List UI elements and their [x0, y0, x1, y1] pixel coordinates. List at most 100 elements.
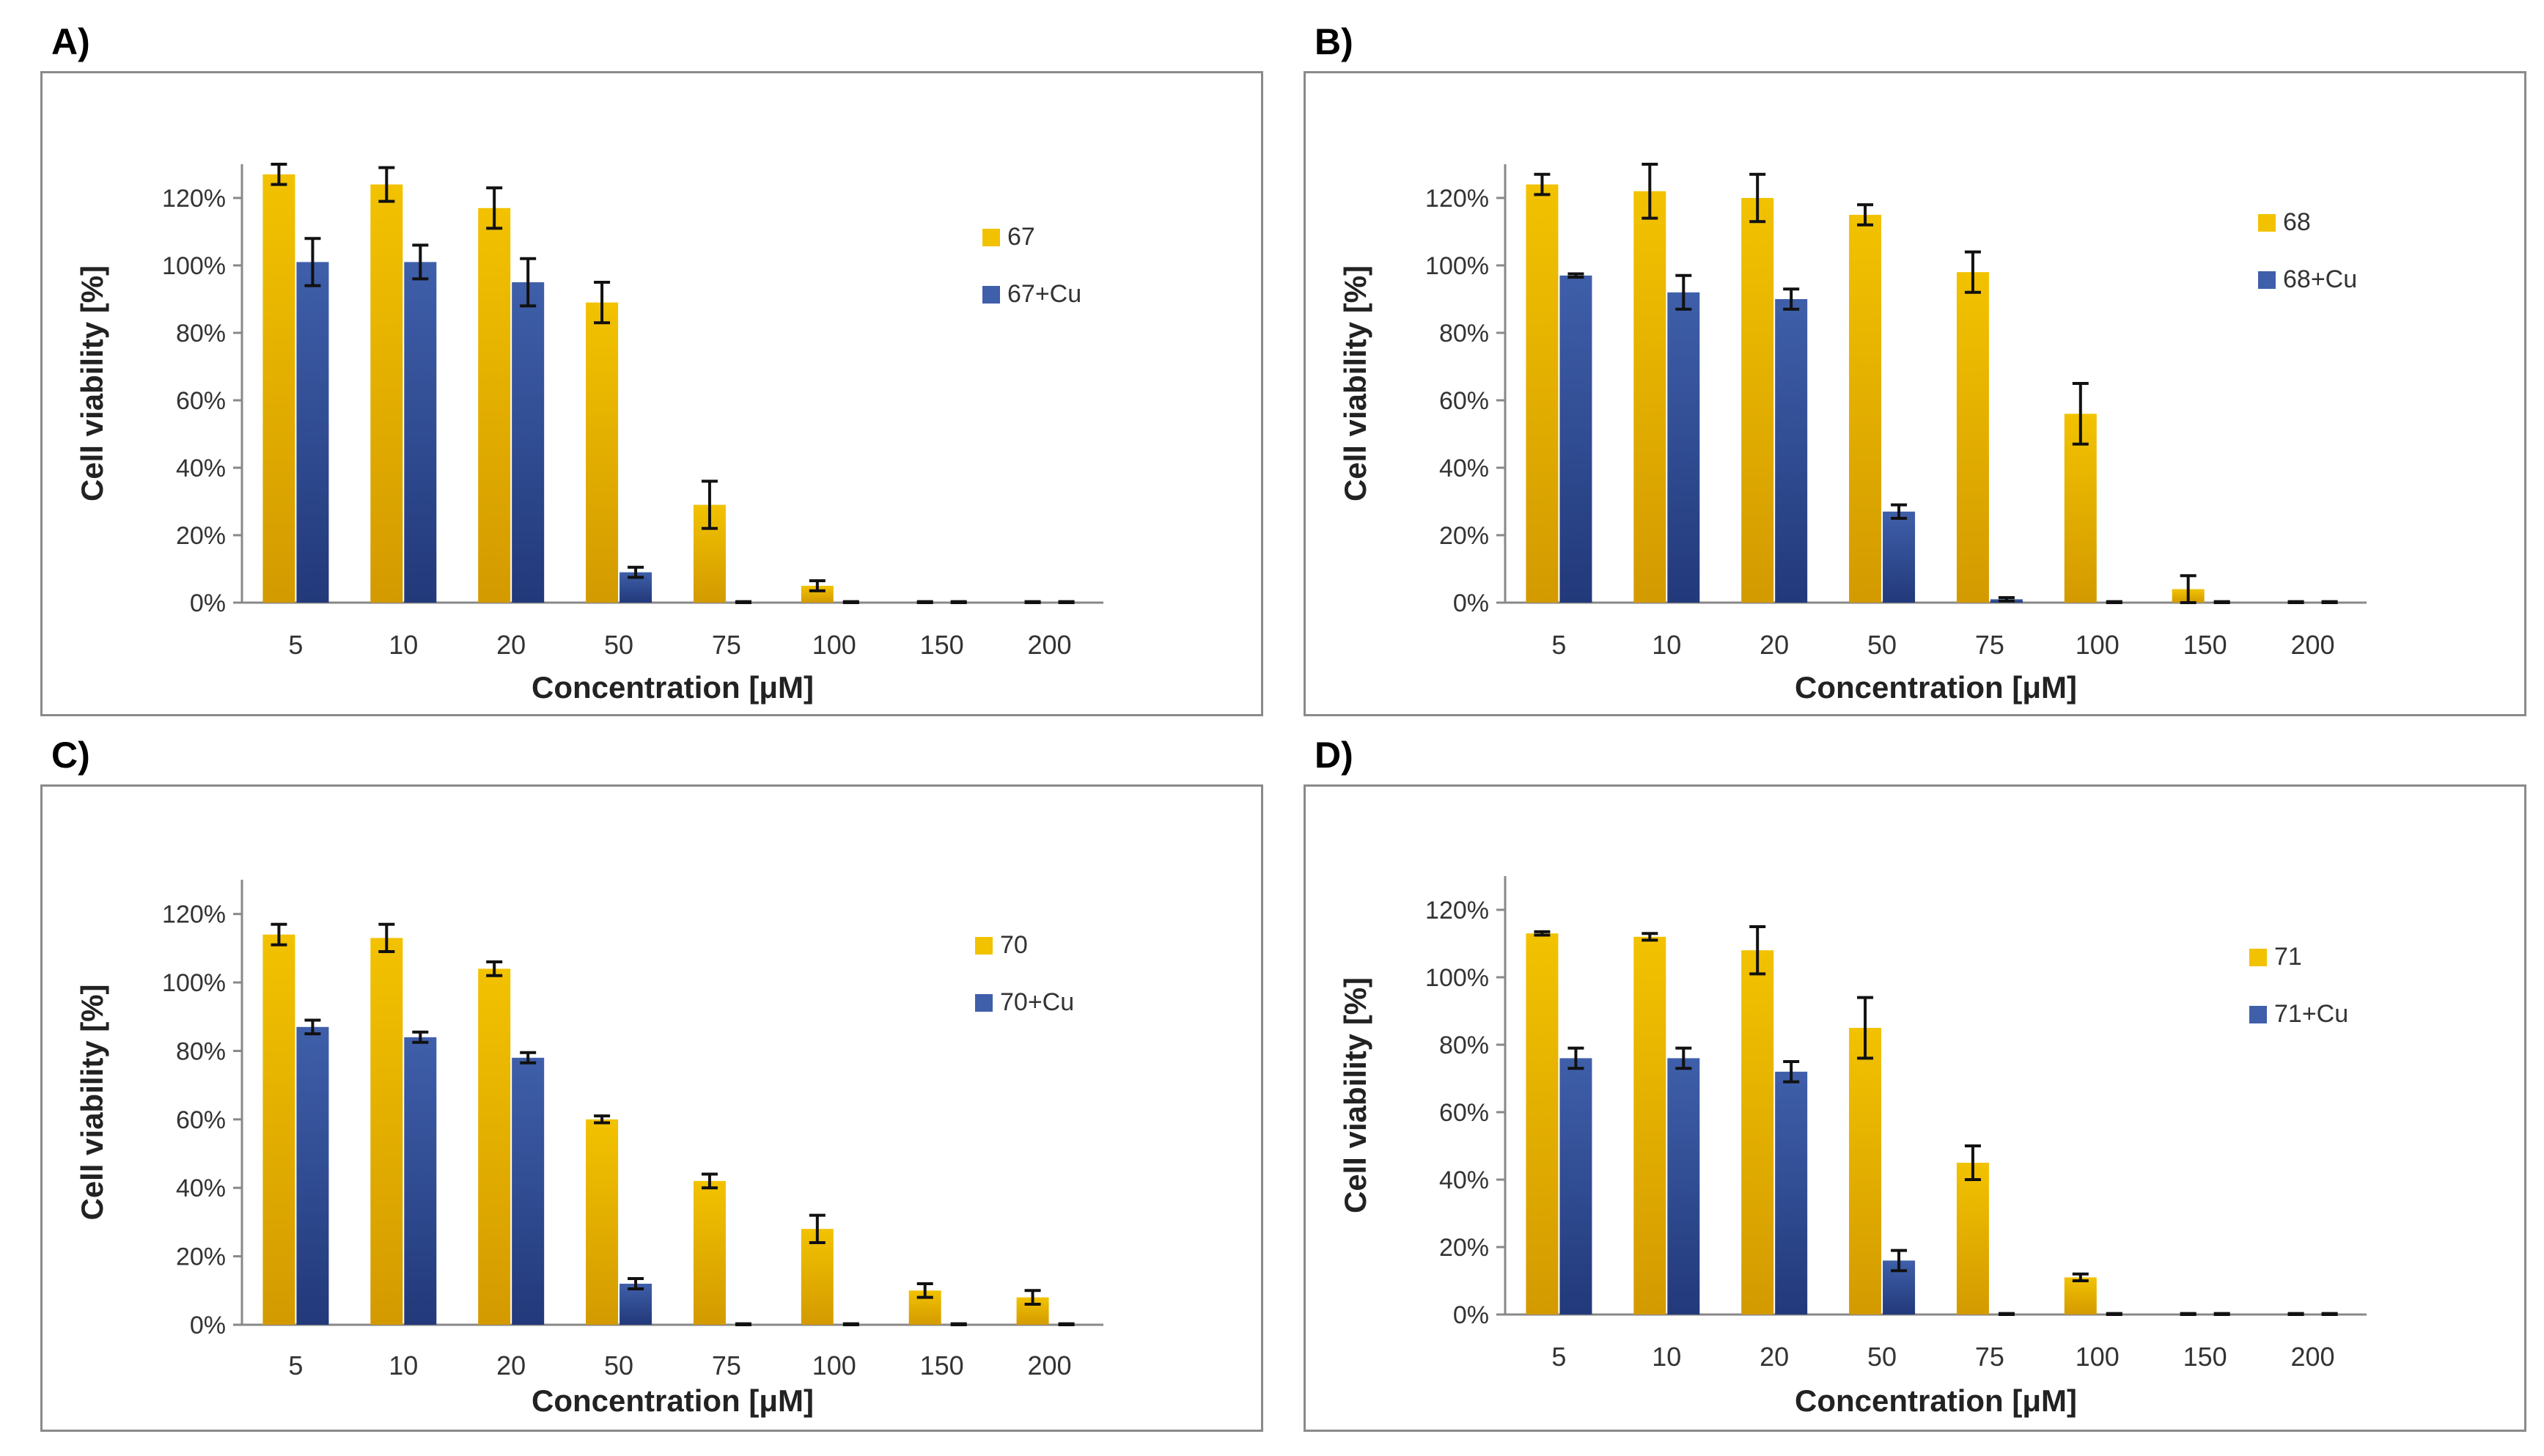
- bar-a-67-cu-10: [404, 262, 437, 603]
- bar-d-71-20: [1741, 950, 1774, 1315]
- bar-b-68-20: [1741, 198, 1774, 603]
- x-tick-label-b: 5: [1551, 630, 1566, 660]
- y-tick-label-a: 80%: [176, 320, 226, 348]
- y-tick-label-d: 120%: [1425, 897, 1489, 924]
- x-tick-label-c: 100: [812, 1350, 856, 1380]
- x-tick-label-d: 100: [2076, 1342, 2120, 1372]
- x-tick-label-c: 5: [288, 1350, 303, 1380]
- bar-d-71-5: [1526, 933, 1559, 1315]
- bar-c-70-cu-50: [620, 1283, 652, 1325]
- bar-a-67-5: [262, 174, 295, 603]
- legend-label-d-1: 71: [2274, 943, 2302, 971]
- x-tick-label-a: 10: [389, 630, 418, 660]
- bar-b-68-50: [1849, 215, 1882, 603]
- x-tick-label-a: 200: [1028, 630, 1072, 660]
- legend-label-c-1: 70: [1000, 931, 1028, 959]
- x-tick-label-a: 100: [812, 630, 856, 660]
- y-tick-label-b: 0%: [1453, 589, 1489, 617]
- y-axis-label-c: Cell viability [%]: [75, 984, 109, 1220]
- bar-c-70-cu-10: [404, 1037, 437, 1325]
- x-tick-label-c: 150: [920, 1350, 964, 1380]
- y-tick-label-a: 60%: [176, 387, 226, 415]
- y-tick-label-d: 20%: [1439, 1234, 1489, 1262]
- x-axis-label-b: Concentration [μM]: [1795, 670, 2077, 705]
- x-tick-label-d: 200: [2291, 1342, 2335, 1372]
- panel-frame-a: [40, 71, 1263, 716]
- x-tick-label-d: 75: [1975, 1342, 2004, 1372]
- x-axis-label-d: Concentration [μM]: [1795, 1383, 2077, 1418]
- legend-label-a-1: 67: [1007, 223, 1035, 251]
- x-tick-label-b: 50: [1867, 630, 1897, 660]
- bar-b-68-75: [1956, 272, 1989, 603]
- y-axis-label-a: Cell viability [%]: [75, 265, 109, 501]
- legend-label-d-2: 71+Cu: [2274, 1000, 2348, 1028]
- y-axis-label-b: Cell viability [%]: [1338, 265, 1372, 501]
- x-tick-label-a: 75: [712, 630, 741, 660]
- legend-swatch-d-2: [2249, 1006, 2267, 1023]
- x-tick-label-a: 20: [496, 630, 526, 660]
- x-tick-label-c: 75: [712, 1350, 741, 1380]
- y-tick-label-b: 100%: [1425, 252, 1489, 280]
- y-tick-label-c: 0%: [190, 1312, 226, 1339]
- bar-a-67-cu-20: [512, 282, 545, 603]
- bar-a-67-50: [586, 302, 619, 603]
- y-tick-label-b: 40%: [1439, 455, 1489, 482]
- y-tick-label-c: 120%: [162, 901, 226, 929]
- y-tick-label-b: 80%: [1439, 320, 1489, 348]
- panel-label-d: D): [1315, 735, 1353, 776]
- legend-swatch-c-2: [975, 994, 993, 1012]
- panel-label-c: C): [51, 735, 90, 776]
- bar-a-67-cu-5: [296, 262, 329, 603]
- bar-d-71-cu-20: [1775, 1071, 1808, 1315]
- y-tick-label-d: 100%: [1425, 964, 1489, 992]
- y-tick-label-c: 40%: [176, 1174, 226, 1202]
- y-tick-label-a: 100%: [162, 252, 226, 280]
- x-tick-label-b: 100: [2076, 630, 2120, 660]
- legend-label-b-1: 68: [2283, 208, 2311, 236]
- bar-b-68-cu-20: [1775, 299, 1808, 603]
- bar-c-70-75: [693, 1180, 726, 1325]
- panel-frame-d: [1304, 784, 2526, 1432]
- y-tick-label-d: 80%: [1439, 1032, 1489, 1059]
- panel-label-a: A): [51, 21, 90, 62]
- y-tick-label-c: 20%: [176, 1243, 226, 1271]
- legend-swatch-d-1: [2249, 949, 2267, 966]
- x-tick-label-b: 20: [1760, 630, 1789, 660]
- bar-c-70-10: [370, 938, 403, 1325]
- x-tick-label-a: 5: [288, 630, 303, 660]
- y-tick-label-a: 0%: [190, 589, 226, 617]
- y-tick-label-a: 20%: [176, 522, 226, 550]
- legend-swatch-a-1: [982, 229, 1000, 246]
- y-tick-label-a: 120%: [162, 185, 226, 213]
- bar-d-71-cu-5: [1559, 1058, 1592, 1315]
- y-tick-label-b: 60%: [1439, 387, 1489, 415]
- x-tick-label-d: 20: [1760, 1342, 1789, 1372]
- x-tick-label-a: 50: [604, 630, 633, 660]
- panel-frame-b: [1304, 71, 2526, 716]
- y-tick-label-a: 40%: [176, 455, 226, 482]
- x-tick-label-c: 10: [389, 1350, 418, 1380]
- y-tick-label-c: 60%: [176, 1106, 226, 1134]
- y-tick-label-b: 120%: [1425, 185, 1489, 213]
- y-tick-label-d: 60%: [1439, 1099, 1489, 1127]
- x-tick-label-d: 10: [1652, 1342, 1681, 1372]
- bar-c-70-5: [262, 934, 295, 1325]
- bar-d-71-cu-10: [1667, 1058, 1700, 1315]
- x-axis-label-c: Concentration [μM]: [532, 1383, 814, 1418]
- bar-b-68-cu-5: [1559, 275, 1592, 603]
- bar-c-70-20: [478, 968, 511, 1325]
- y-tick-label-c: 80%: [176, 1037, 226, 1065]
- legend-swatch-b-2: [2258, 271, 2276, 289]
- x-tick-label-b: 10: [1652, 630, 1681, 660]
- x-tick-label-d: 5: [1551, 1342, 1566, 1372]
- legend-swatch-b-1: [2258, 214, 2276, 232]
- y-tick-label-d: 40%: [1439, 1166, 1489, 1194]
- x-tick-label-c: 50: [604, 1350, 633, 1380]
- bar-b-68-cu-10: [1667, 292, 1700, 603]
- bar-a-67-10: [370, 184, 403, 603]
- legend-label-c-2: 70+Cu: [1000, 988, 1074, 1016]
- panel-label-b: B): [1315, 21, 1353, 62]
